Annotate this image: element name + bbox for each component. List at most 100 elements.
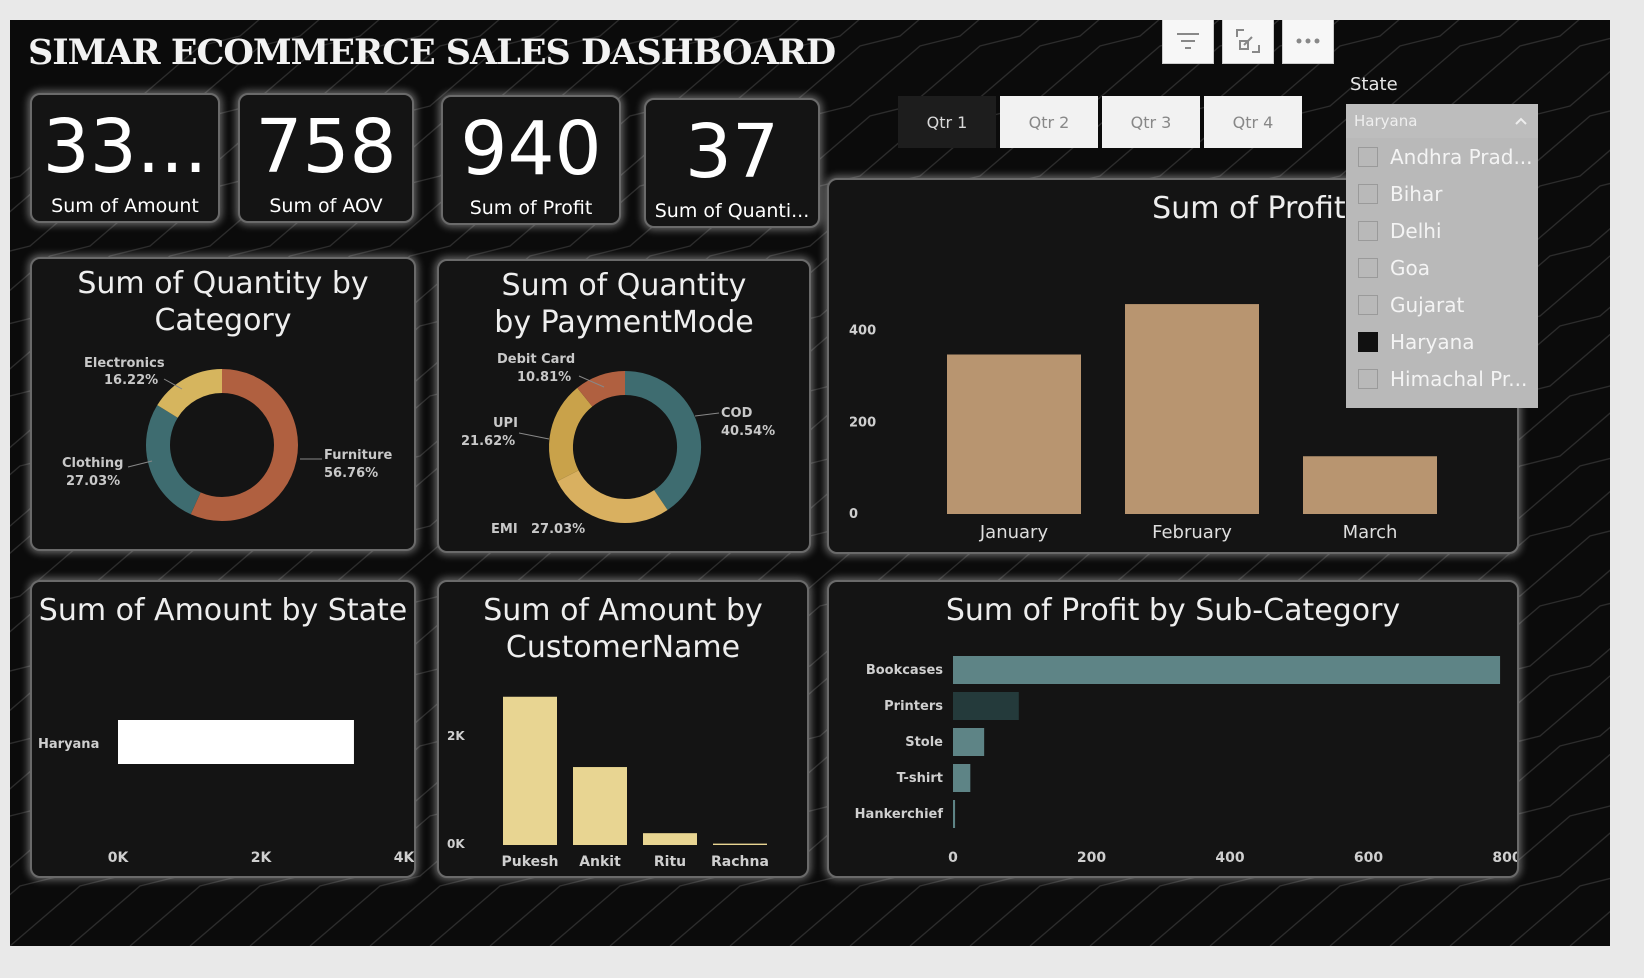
label-emi-pct: 27.03% <box>531 522 585 537</box>
chart-profit-by-month[interactable]: Sum of Profit by Mo 0 200 400 January Februa… <box>827 178 1519 554</box>
kpi-value: 33... <box>42 104 208 190</box>
filter-icon <box>1177 33 1199 49</box>
kpi-label: Sum of Quanti... <box>654 200 810 222</box>
bar-pukesh[interactable] <box>503 696 557 845</box>
bar-haryana[interactable] <box>118 720 354 764</box>
slice-furniture[interactable] <box>190 369 298 521</box>
bar-tshirt[interactable] <box>953 764 971 792</box>
label-furniture-name: Furniture <box>324 448 392 463</box>
slice-emi[interactable] <box>557 469 668 523</box>
label-electronics-pct: 16.22% <box>104 373 158 388</box>
bar-chart-state: Haryana 0K 2K 4K <box>38 720 414 866</box>
focus-mode-icon <box>1236 29 1260 53</box>
slice-electronics[interactable] <box>157 369 223 419</box>
slicer-qtr-3[interactable]: Qtr 3 <box>1102 96 1200 148</box>
focus-mode-button[interactable] <box>1222 20 1274 64</box>
x-tick-label: 4K <box>394 850 414 866</box>
slicer-qtr-2[interactable]: Qtr 2 <box>1000 96 1098 148</box>
x-tick-label: 0K <box>108 850 130 866</box>
bar-bookcases[interactable] <box>953 656 1501 684</box>
chart-title: Sum of Quantity by PaymentMode <box>494 268 754 340</box>
bar-hankerchief[interactable] <box>953 800 956 828</box>
slicer-qtr-4[interactable]: Qtr 4 <box>1204 96 1302 148</box>
bar-january[interactable] <box>947 354 1081 515</box>
label-clothing-pct: 27.03% <box>66 474 120 489</box>
kpi-value: 940 <box>460 106 602 192</box>
label-cod-name: COD <box>721 406 753 421</box>
label-upi-pct: 21.62% <box>461 434 515 449</box>
slice-clothing[interactable] <box>146 405 202 515</box>
quarter-slicer: Qtr 1 Qtr 2 Qtr 3 Qtr 4 <box>898 96 1302 148</box>
state-dropdown-value: Haryana <box>1354 112 1418 130</box>
chart-title: Sum of Amount by CustomerName <box>483 593 763 665</box>
y-tick-label: 400 <box>849 324 876 339</box>
state-option[interactable]: Andhra Prad... <box>1346 138 1538 175</box>
y-tick-label: Stole <box>905 735 943 750</box>
y-tick-label: 0K <box>447 837 465 851</box>
slice-upi[interactable] <box>549 387 593 482</box>
x-tick-label: Pukesh <box>502 854 559 870</box>
chart-amount-by-customer[interactable]: Sum of Amount by CustomerName 2K 0K Pukesh… <box>437 580 809 878</box>
state-option[interactable]: Delhi <box>1346 212 1538 249</box>
x-tick-label: Ritu <box>654 854 686 870</box>
chart-title: Sum of Amount by State <box>38 593 408 628</box>
chevron-up-icon <box>1515 117 1527 125</box>
y-tick-label: 200 <box>849 415 876 430</box>
y-tick-label: Haryana <box>38 737 99 752</box>
x-tick-label: 600 <box>1354 850 1383 866</box>
x-tick-label: January <box>979 522 1049 543</box>
chart-qty-by-paymentmode[interactable]: Sum of Quantity by PaymentMode Debit Car… <box>437 259 811 553</box>
bar-ritu[interactable] <box>643 833 697 845</box>
chart-qty-by-category[interactable]: Sum of Quantity by Category Electronics … <box>30 257 416 551</box>
chart-title: Sum of Profit by Sub-Category <box>945 593 1401 628</box>
dashboard-title: SIMAR ECOMMERCE SALES DASHBOARD <box>28 32 836 73</box>
label-cod-pct: 40.54% <box>721 424 775 439</box>
bar-chart-month: 0 200 400 January February March <box>849 304 1437 543</box>
filter-button[interactable] <box>1162 20 1214 64</box>
state-option[interactable]: Haryana <box>1346 323 1538 360</box>
state-dropdown[interactable]: Haryana <box>1346 104 1538 138</box>
checkbox-checked-icon <box>1358 331 1378 352</box>
bar-february[interactable] <box>1125 304 1259 514</box>
y-tick-label: 2K <box>447 729 465 743</box>
checkbox-icon <box>1358 146 1378 167</box>
bar-printers[interactable] <box>953 692 1019 720</box>
x-tick-label: 0 <box>948 850 958 866</box>
label-emi-name: EMI <box>491 522 518 537</box>
label-electronics-name: Electronics <box>84 356 165 371</box>
x-tick-label: Rachna <box>711 854 769 870</box>
y-tick-label: Printers <box>884 699 943 714</box>
bar-ankit[interactable] <box>573 767 627 845</box>
bar-stole[interactable] <box>953 728 985 756</box>
state-option[interactable]: Himachal Pr... <box>1346 360 1538 397</box>
bar-rachna[interactable] <box>713 843 767 845</box>
state-option[interactable]: Goa <box>1346 249 1538 286</box>
y-tick-label: Bookcases <box>866 663 943 678</box>
bar-march[interactable] <box>1303 456 1437 514</box>
label-upi-name: UPI <box>493 416 518 431</box>
kpi-label: Sum of Amount <box>51 195 199 217</box>
label-furniture-pct: 56.76% <box>324 466 378 481</box>
kpi-card-amount[interactable]: 33... Sum of Amount <box>30 93 220 223</box>
kpi-card-aov[interactable]: 758 Sum of AOV <box>238 93 414 223</box>
label-clothing-name: Clothing <box>62 456 123 471</box>
y-tick-label: 0 <box>849 507 858 522</box>
kpi-card-profit[interactable]: 940 Sum of Profit <box>441 95 621 225</box>
state-dropdown-list: Andhra Prad... Bihar Delhi Goa Gujarat H… <box>1346 138 1538 408</box>
donut-chart: Electronics 16.22% Clothing 27.03% Furni… <box>62 356 392 521</box>
slice-debit-card[interactable] <box>577 371 626 407</box>
slice-cod[interactable] <box>624 371 701 510</box>
kpi-card-quantity[interactable]: 37 Sum of Quanti... <box>644 98 820 228</box>
y-tick-label: Hankerchief <box>855 807 944 822</box>
more-options-button[interactable] <box>1282 20 1334 64</box>
chart-amount-by-state[interactable]: Sum of Amount by State Haryana 0K 2K 4K <box>30 580 416 878</box>
checkbox-icon <box>1358 294 1378 315</box>
slicer-qtr-1[interactable]: Qtr 1 <box>898 96 996 148</box>
kpi-value: 37 <box>684 109 780 195</box>
checkbox-icon <box>1358 183 1378 204</box>
x-tick-label: 400 <box>1215 850 1244 866</box>
state-option[interactable]: Gujarat <box>1346 286 1538 323</box>
checkbox-icon <box>1358 220 1378 241</box>
state-option[interactable]: Bihar <box>1346 175 1538 212</box>
chart-profit-by-subcategory[interactable]: Sum of Profit by Sub-Category Bookcases P… <box>827 580 1519 878</box>
